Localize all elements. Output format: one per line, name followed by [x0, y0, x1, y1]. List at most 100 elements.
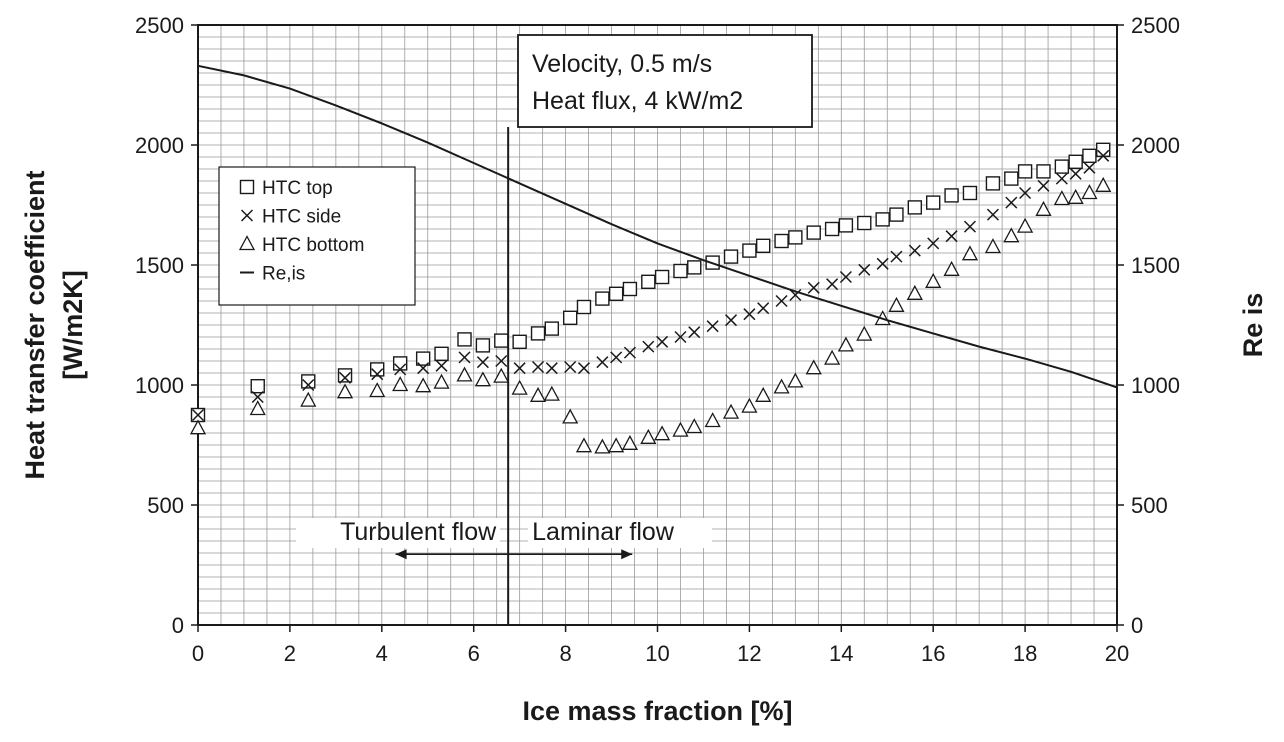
x-marker-stroke	[1005, 196, 1018, 209]
data-point-htc-side	[963, 220, 976, 233]
data-point-htc-side	[1069, 167, 1082, 180]
data-point-htc-side	[1055, 172, 1068, 185]
data-point-htc-bottom	[562, 408, 579, 424]
data-point-htc-side	[302, 378, 315, 392]
laminar-label-bg	[528, 518, 712, 548]
x-marker-stroke	[688, 326, 701, 339]
data-point-htc-bottom	[856, 325, 873, 341]
data-point-htc-top	[875, 212, 890, 227]
x-marker-stroke	[458, 351, 471, 364]
x-marker-stroke	[826, 278, 839, 291]
x-marker-stroke	[610, 351, 623, 364]
x-marker-stroke	[545, 362, 558, 375]
data-point-htc-top	[1082, 148, 1097, 164]
data-point-htc-side	[674, 330, 687, 344]
data-point-htc-bottom	[787, 372, 804, 388]
data-point-htc-bottom	[925, 272, 942, 288]
y-axis-title-line1: Heat transfer coefficient	[20, 170, 50, 479]
data-point-htc-bottom	[672, 421, 689, 437]
data-point-htc-side	[775, 294, 788, 308]
y2-tick-label: 1500	[1131, 253, 1180, 278]
x-marker-stroke	[1019, 186, 1032, 200]
data-point-htc-side	[757, 302, 770, 315]
y-tick-label: 500	[147, 493, 184, 518]
x-tick-label: 12	[737, 641, 761, 666]
x-marker-stroke	[743, 308, 756, 321]
data-point-htc-side	[564, 360, 577, 374]
data-point-htc-side	[339, 371, 352, 384]
series-htc-side	[191, 149, 1110, 422]
data-point-htc-top	[475, 338, 491, 353]
data-point-htc-top	[544, 321, 560, 336]
legend-marker-htc-top	[239, 179, 255, 195]
data-point-htc-top	[944, 188, 959, 203]
data-point-htc-side	[476, 356, 489, 369]
x-marker-stroke	[302, 378, 315, 392]
x-marker-stroke	[251, 390, 264, 404]
x-tick-label: 14	[829, 641, 853, 666]
y-axis-title-line2: [W/m2K]	[58, 270, 88, 380]
y-tick-label: 1500	[135, 253, 184, 278]
data-point-htc-bottom	[686, 418, 703, 434]
data-point-htc-side	[1005, 196, 1018, 209]
y-tick-label: 2000	[135, 133, 184, 158]
axes: 0 2 4 6 8 10 12 14 16 18 2005001000150020002500050…	[135, 13, 1180, 666]
data-point-htc-top	[907, 200, 923, 215]
data-point-htc-bottom	[543, 385, 560, 401]
data-point-htc-bottom	[722, 403, 740, 419]
laminar-flow-label: Laminar flow	[532, 518, 675, 546]
data-point-htc-top	[889, 207, 904, 222]
x-marker-stroke	[1069, 167, 1082, 180]
data-point-htc-top	[1004, 171, 1019, 186]
data-point-htc-top	[337, 368, 353, 383]
legend-item-htc-bottom: HTC bottom	[238, 235, 364, 256]
legend: HTC top HTC side HTC bottom Re,is	[218, 166, 416, 306]
arrowhead-left	[395, 549, 407, 560]
data-point-htc-side	[545, 362, 558, 375]
data-point-htc-top	[608, 286, 624, 301]
data-point-htc-top	[926, 195, 941, 210]
data-point-htc-side	[927, 237, 940, 250]
series-htc-top	[190, 142, 1111, 423]
flow-arrows	[395, 549, 633, 560]
turbulent-flow-label: Turbulent flow	[340, 518, 497, 546]
data-point-htc-side	[577, 362, 591, 375]
data-point-htc-bottom	[249, 400, 266, 416]
data-point-htc-bottom	[1053, 190, 1070, 206]
data-point-htc-side	[986, 208, 999, 221]
data-point-htc-bottom	[837, 336, 854, 352]
y-tick-label: 1000	[135, 373, 184, 398]
data-point-htc-bottom	[654, 425, 671, 441]
x-marker-stroke	[417, 362, 430, 375]
data-point-htc-top	[641, 274, 656, 289]
x-tick-label: 4	[376, 641, 388, 666]
data-point-htc-bottom	[456, 366, 473, 382]
x-tick-label: 8	[559, 641, 571, 666]
data-point-htc-top	[838, 218, 854, 233]
annotation-heat-flux: Heat flux, 4 kW/m2	[532, 87, 743, 115]
data-point-htc-side	[458, 351, 471, 364]
data-point-htc-side	[839, 270, 852, 284]
data-point-htc-top	[673, 263, 688, 279]
data-point-htc-bottom	[755, 386, 772, 402]
x-marker-stroke	[596, 356, 609, 369]
data-point-htc-top	[457, 332, 472, 347]
x-marker-stroke	[876, 257, 889, 270]
y2-tick-label: 0	[1131, 613, 1143, 638]
series-re-is	[197, 64, 1118, 389]
data-point-htc-top	[415, 351, 431, 366]
y2-tick-label: 2500	[1131, 13, 1180, 38]
data-point-htc-side	[1083, 161, 1096, 174]
data-point-htc-top	[1017, 164, 1033, 179]
data-point-htc-bottom	[433, 373, 450, 389]
x-marker-stroke	[564, 360, 577, 374]
data-point-htc-top	[434, 346, 449, 361]
data-point-htc-side	[371, 368, 384, 381]
data-point-htc-side	[531, 360, 545, 374]
x-axis-title: Ice mass fraction [%]	[522, 696, 792, 726]
data-point-htc-top	[530, 326, 546, 341]
data-point-htc-top	[250, 379, 265, 394]
data-point-htc-side	[623, 346, 636, 359]
series-line-re-is	[197, 64, 1118, 389]
data-point-htc-bottom	[474, 371, 491, 387]
